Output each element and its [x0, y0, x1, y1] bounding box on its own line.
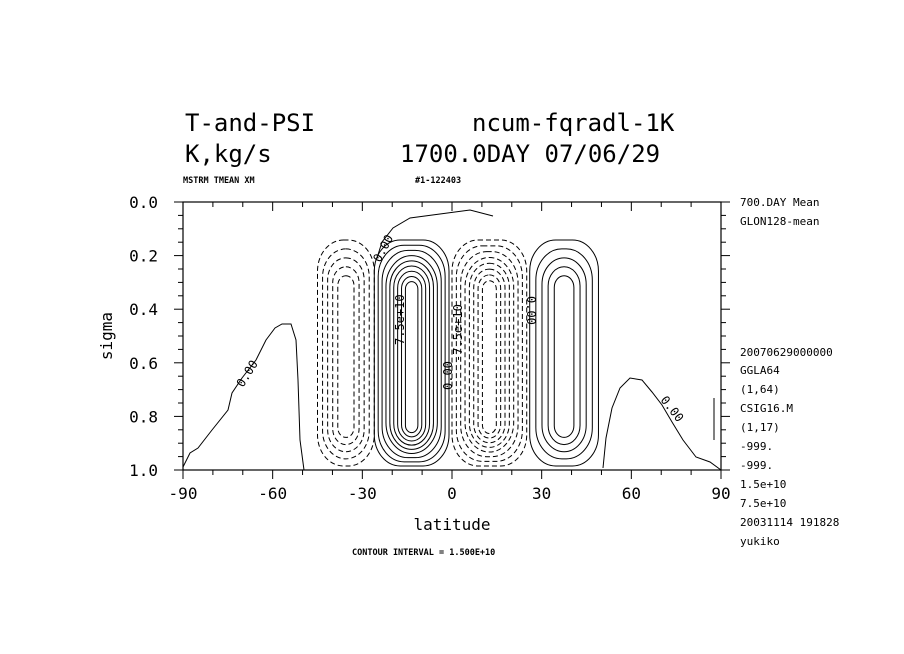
south-hadley-cell-contour — [389, 260, 434, 450]
south-polar-cell-contour — [317, 239, 375, 467]
x-tick-label: 90 — [711, 484, 730, 503]
north-ferrel-cell-contour — [535, 248, 593, 460]
side-info-line: 700.DAY Mean — [740, 196, 819, 209]
north-ferrel-cell-contour — [541, 257, 587, 453]
contour-field — [182, 209, 722, 471]
x-tick-label: -90 — [169, 484, 198, 503]
zero-contour-top — [376, 209, 494, 259]
x-tick-label: 30 — [532, 484, 551, 503]
chart-sub-left: MSTRM TMEAN XM — [183, 176, 255, 186]
y-tick-label: 1.0 — [129, 461, 158, 480]
south-hadley-cell-contour — [385, 255, 438, 454]
north-hadley-cell-contour — [455, 245, 523, 462]
south-hadley-cell-contour — [397, 270, 427, 442]
north-hadley-cell-contour — [460, 251, 519, 458]
side-info-top: 700.DAY Mean GLON128-mean — [740, 196, 819, 228]
side-info-line: 1.5e+10 — [740, 478, 786, 491]
north-hadley-cell-contour — [451, 239, 528, 467]
south-polar-cell-contour — [322, 248, 370, 460]
chart-units: K,kg/s — [185, 140, 272, 168]
zero-contour-south — [182, 323, 305, 471]
south-hadley-cell-contour — [381, 249, 442, 459]
x-tick-label: -60 — [258, 484, 287, 503]
south-hadley-cell-contour — [393, 265, 431, 446]
north-ferrel-cell-contour — [547, 266, 581, 446]
y-tick-label: 0.0 — [129, 193, 158, 212]
north-ferrel-cell-contour — [553, 275, 575, 438]
north-hadley-cell-contour — [481, 280, 497, 434]
x-tick-label: -30 — [348, 484, 377, 503]
south-hadley-cell-contour — [373, 239, 450, 467]
north-hadley-cell-contour — [473, 268, 506, 444]
y-tick-label: 0.4 — [129, 300, 158, 319]
contour-label: 0.00 — [524, 296, 538, 325]
contour-label: 0.00 — [234, 358, 261, 390]
chart-title-right: ncum-fqradl-1K — [472, 109, 675, 137]
north-hadley-cell-contour — [468, 262, 510, 448]
south-polar-cell-contour — [337, 275, 355, 438]
south-hadley-cell-contour — [377, 244, 446, 463]
circulation-cells — [317, 239, 599, 467]
contour-label: 7.5e+10 — [393, 294, 407, 345]
contour-label: 0.00 — [658, 393, 687, 424]
side-info-line: GGLA64 — [740, 364, 780, 377]
y-axis-label: sigma — [97, 312, 116, 360]
x-tick-label: 60 — [622, 484, 641, 503]
chart-sub-right: #1-122403 — [415, 176, 461, 186]
side-info-line: GLON128-mean — [740, 215, 819, 228]
x-tick-labels: -90 -60 -30 0 30 60 90 — [169, 484, 731, 503]
side-info-line: 7.5e+10 — [740, 497, 786, 510]
side-info-line: 20031114 191828 — [740, 516, 839, 529]
side-info-line: yukiko — [740, 535, 780, 548]
side-info-line: (1,64) — [740, 383, 780, 396]
zero-contour-north — [602, 377, 722, 471]
chart-title-left: T-and-PSI — [185, 109, 315, 137]
contour-label: 0.00 — [441, 361, 455, 390]
side-info-line: -999. — [740, 440, 773, 453]
contour-interval-note: CONTOUR INTERVAL = 1.500E+10 — [352, 548, 495, 558]
y-tick-label: 0.2 — [129, 247, 158, 266]
side-info-line: (1,17) — [740, 421, 780, 434]
axis-ticks — [174, 201, 730, 479]
north-ferrel-cell-contour — [529, 239, 599, 467]
side-info-line: 20070629000000 — [740, 346, 833, 359]
south-polar-cell-contour — [327, 257, 365, 453]
side-info-line: -999. — [740, 459, 773, 472]
side-info-bottom: 20070629000000 GGLA64 (1,64) CSIG16.M (1… — [740, 346, 839, 548]
side-info-line: CSIG16.M — [740, 402, 793, 415]
y-tick-label: 0.6 — [129, 354, 158, 373]
south-polar-cell-contour — [332, 266, 360, 446]
chart-time: 1700.0DAY 07/06/29 — [400, 140, 660, 168]
north-hadley-cell-contour — [464, 256, 515, 453]
south-hadley-cell-contour — [404, 281, 419, 434]
south-hadley-cell-contour — [401, 275, 423, 438]
x-axis-label: latitude — [413, 515, 490, 534]
north-hadley-cell-contour — [477, 274, 502, 439]
x-tick-label: 0 — [447, 484, 457, 503]
y-tick-labels: 0.0 0.2 0.4 0.6 0.8 1.0 — [129, 193, 158, 480]
y-tick-label: 0.8 — [129, 407, 158, 426]
contour-label: -7.5e+10 — [451, 304, 465, 362]
